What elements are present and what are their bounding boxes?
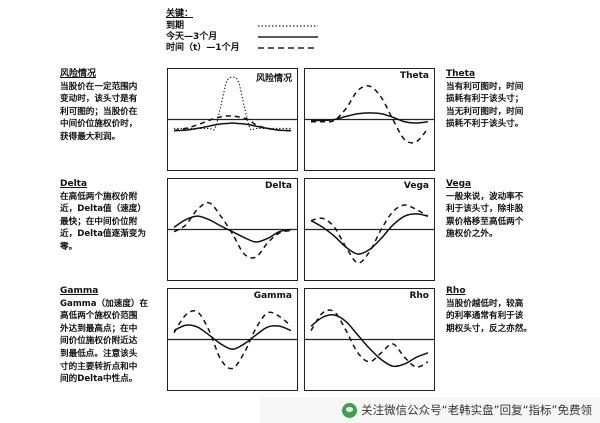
note-delta-line: 近，Delta值逐渐变为	[60, 229, 146, 240]
legend-label-time: 时间（t）—1个月	[166, 43, 240, 53]
note-risk-line: 当股价在一定范围内	[60, 81, 138, 92]
note-delta: Delta 在高低两个施权价附 近，Delta值（速度） 最快；在中间价位附 近，De…	[60, 178, 146, 254]
note-delta-line: 最快；在中间价位附	[60, 216, 138, 227]
note-risk-line: 获得最大利润。	[60, 131, 121, 142]
legend-item-today: 今天—3个月	[166, 32, 326, 43]
note-vega-heading: Vega	[446, 179, 472, 189]
panel-plot	[168, 201, 297, 259]
legend-label-today: 今天—3个月	[166, 32, 218, 42]
note-gamma-line: Gamma（加速度）在	[60, 298, 149, 309]
panel-gamma-title: Gamma	[253, 291, 292, 301]
note-rho-line: 期权头寸，反之亦然。	[446, 323, 532, 334]
note-gamma-line: 间价位施权价附近达	[60, 336, 138, 347]
note-gamma-line: 寸的主要转折点和中	[60, 361, 138, 372]
note-risk-line: 中间价位施权价时，	[60, 119, 138, 130]
note-gamma-line: 外达到最高点；在中	[60, 323, 138, 334]
note-theta-line: 当有利可图时，时间	[446, 81, 524, 92]
note-vega-line: 一般来说，波动率不	[446, 191, 524, 202]
series-line-dashed	[310, 309, 429, 368]
panel-theta-title: Theta	[399, 71, 429, 81]
panel-plot	[168, 310, 297, 370]
note-risk: 风险情况 当股价在一定范围内 变动时，该头寸是有 利可图的；当股价在 中间价位施权价时…	[60, 68, 137, 144]
panel-risk: 风险情况	[167, 68, 298, 171]
series-line-solid	[310, 213, 429, 255]
series-line-dashed	[310, 204, 429, 264]
panel-plot	[168, 76, 297, 132]
note-theta-heading: Theta	[446, 69, 476, 79]
note-theta-line: 当无利可图时，时间	[446, 106, 524, 117]
series-line-solid	[173, 215, 292, 243]
series-line-solid	[310, 314, 429, 368]
note-theta-line: 损耗有利于该头寸；	[446, 94, 524, 105]
panel-plot	[305, 204, 434, 264]
series-line-dashed	[173, 310, 292, 370]
panel-vega-title: Vega	[403, 181, 429, 191]
panel-theta: Theta	[304, 68, 435, 171]
note-risk-heading: 风险情况	[60, 69, 97, 79]
panel-plot	[305, 85, 434, 144]
series-line-dashed	[173, 201, 292, 259]
note-vega-line: 票价格移至高低两个	[446, 216, 524, 227]
note-delta-line: 在高低两个施权价附	[60, 191, 138, 202]
legend-title: 关键：	[166, 9, 194, 19]
watermark-banner: 关注微信公众号“老韩实盘”回复“指标”免费领	[260, 397, 600, 423]
watermark-text: 关注微信公众号“老韩实盘”回复“指标”免费领	[361, 403, 592, 417]
series-line-solid	[173, 324, 292, 351]
series-line-dashed	[173, 115, 292, 132]
note-theta: Theta 当有利可图时，时间 损耗有利于该头寸； 当无利可图时，时间 损耗不利于该头…	[446, 68, 523, 131]
note-theta-line: 损耗不利于该头寸。	[446, 119, 524, 130]
legend-swatch-dotted	[258, 25, 318, 27]
note-vega: Vega 一般来说，波动率不 利于该头寸，除非股 票价格移至高低两个 施权价之外。	[446, 178, 523, 241]
legend-item-expiry: 到期	[166, 21, 326, 32]
panel-gamma: Gamma	[167, 288, 298, 391]
panel-rho-title: Rho	[409, 291, 429, 301]
note-rho-heading: Rho	[446, 286, 466, 296]
note-gamma-heading: Gamma	[60, 286, 99, 296]
panel-rho: Rho	[304, 288, 435, 391]
note-rho-line: 当股价越低时，较高	[446, 298, 524, 309]
panel-vega: Vega	[304, 178, 435, 281]
note-rho: Rho 当股价越低时，较高 的利率通常有利于该 期权头寸，反之亦然。	[446, 285, 532, 335]
panel-delta: Delta	[167, 178, 298, 281]
legend-label-expiry: 到期	[166, 21, 185, 31]
series-line-dashed	[310, 85, 429, 144]
series-line-dotted	[174, 76, 291, 131]
note-risk-line: 利可图的；当股价在	[60, 106, 138, 117]
panel-plot	[305, 309, 434, 368]
note-gamma-line: 到最低点。注意该头	[60, 348, 138, 359]
note-vega-line: 施权价之外。	[446, 229, 498, 240]
legend-swatch-dashed	[258, 47, 318, 49]
note-risk-line: 变动时，该头寸是有	[60, 94, 138, 105]
panel-delta-title: Delta	[264, 181, 292, 191]
series-line-solid	[310, 112, 429, 124]
legend-item-time: 时间（t）—1个月	[166, 43, 326, 54]
panel-risk-title: 风险情况	[255, 74, 292, 84]
legend: 关键： 到期 今天—3个月 时间（t）—1个月	[166, 6, 326, 54]
note-rho-line: 的利率通常有利于该	[446, 311, 524, 322]
note-vega-line: 利于该头寸，除非股	[446, 204, 524, 215]
note-gamma: Gamma Gamma（加速度）在 高低两个施权价范围 外达到最高点；在中 间价位施权…	[60, 285, 148, 386]
legend-swatch-solid	[258, 36, 318, 38]
wechat-icon	[342, 403, 358, 418]
note-delta-line: 零。	[60, 241, 78, 252]
note-gamma-line: 间的Delta中性点。	[60, 374, 138, 385]
note-delta-line: 近，Delta值（速度）	[60, 204, 146, 215]
note-gamma-line: 高低两个施权价范围	[60, 311, 138, 322]
note-delta-heading: Delta	[60, 179, 88, 189]
